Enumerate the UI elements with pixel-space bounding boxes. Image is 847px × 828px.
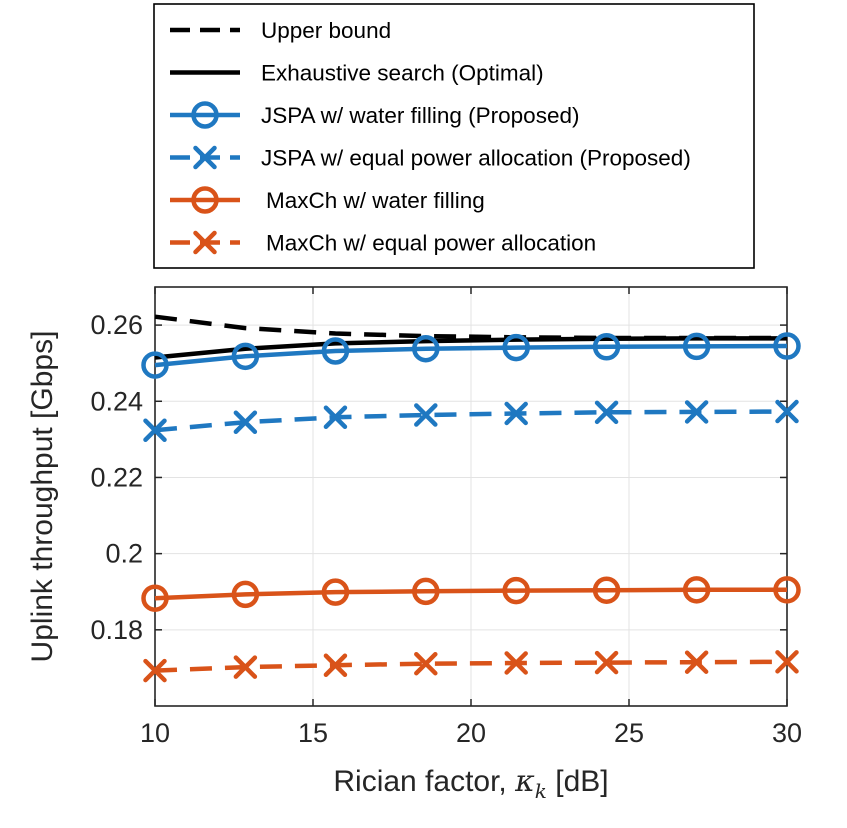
data-point — [143, 418, 167, 442]
legend-item: MaxCh w/ water filling — [170, 186, 485, 214]
data-point — [231, 580, 260, 609]
data-point — [414, 403, 438, 427]
data-point — [323, 405, 348, 430]
legend-label: MaxCh w/ water filling — [266, 188, 485, 213]
series-line — [154, 343, 788, 368]
x-axis-label-suffix: [dB] — [547, 765, 609, 798]
x-tick-label: 10 — [140, 718, 170, 748]
data-point — [231, 342, 260, 371]
x-axis-label-symbol: κ — [514, 764, 535, 799]
series-3 — [141, 332, 801, 379]
data-point — [233, 655, 258, 679]
legend-item: JSPA w/ equal power allocation (Proposed… — [170, 146, 691, 171]
data-point — [414, 651, 438, 676]
data-point — [502, 333, 530, 362]
legend-swatch-marker — [191, 186, 219, 214]
legend-swatch-marker — [193, 230, 217, 255]
legend: Upper bound Exhaustive search (Optimal) JS… — [153, 3, 755, 269]
data-point — [594, 400, 619, 425]
data-point — [684, 400, 709, 424]
x-axis-label-subscript: k — [535, 779, 547, 803]
data-point — [321, 337, 350, 365]
legend-label: JSPA w/ water filling (Proposed) — [261, 103, 579, 128]
series-line — [154, 336, 787, 360]
data-point — [321, 578, 350, 606]
legend-label: Exhaustive search (Optimal) — [261, 61, 544, 86]
data-point — [773, 332, 801, 360]
legend-item: JSPA w/ water filling (Proposed) — [170, 101, 579, 129]
series-2 — [154, 336, 787, 360]
y-tick-label: 0.18 — [90, 615, 143, 645]
axis-ticks: 10 15 20 25 30 0.18 0.2 0.22 0.24 0.26 — [90, 287, 802, 748]
data-point — [594, 650, 619, 675]
data-point — [773, 576, 801, 604]
x-tick-label: 25 — [614, 718, 644, 748]
data-point — [323, 653, 348, 677]
legend-item: MaxCh w/ equal power allocation — [170, 231, 596, 256]
y-tick-label: 0.26 — [90, 310, 143, 340]
x-axis-label: Rician factor, κk [dB] — [333, 764, 608, 803]
series-4 — [143, 399, 799, 442]
data-point — [412, 577, 440, 606]
y-tick-label: 0.24 — [90, 386, 143, 416]
legend-label: JSPA w/ equal power allocation (Proposed… — [261, 146, 691, 171]
series-5 — [141, 576, 801, 612]
data-point — [412, 334, 440, 363]
legend-label: MaxCh w/ equal power allocation — [266, 231, 596, 256]
data-point — [143, 658, 167, 683]
data-point — [233, 410, 258, 434]
series-6 — [143, 650, 799, 683]
series-line — [154, 587, 787, 601]
legend-item: Exhaustive search (Optimal) — [170, 61, 544, 86]
x-tick-label: 15 — [298, 718, 328, 748]
x-tick-label: 20 — [456, 718, 486, 748]
legend-swatch-marker — [191, 101, 219, 129]
data-point — [682, 332, 711, 361]
data-point — [592, 576, 621, 604]
data-point — [141, 351, 169, 379]
data-point — [684, 650, 709, 674]
data-point — [775, 399, 799, 424]
x-tick-label: 30 — [772, 718, 802, 748]
data-point — [775, 650, 799, 674]
legend-box — [153, 3, 755, 269]
data-point — [504, 401, 528, 426]
legend-item: Upper bound — [170, 18, 391, 43]
series-group — [141, 314, 801, 683]
series-line — [154, 409, 788, 433]
legend-label: Upper bound — [261, 18, 391, 43]
x-axis-label-prefix: Rician factor, — [333, 765, 515, 798]
data-point — [504, 651, 528, 675]
data-point — [502, 576, 530, 605]
series-line — [154, 659, 788, 673]
legend-swatch-marker — [193, 145, 217, 170]
data-point — [682, 576, 711, 604]
y-tick-label: 0.22 — [90, 462, 143, 492]
y-tick-label: 0.2 — [105, 539, 143, 569]
data-point — [592, 333, 621, 361]
y-axis-label: Uplink throughput [Gbps] — [26, 331, 59, 663]
data-point — [141, 584, 169, 612]
grid — [154, 287, 788, 706]
